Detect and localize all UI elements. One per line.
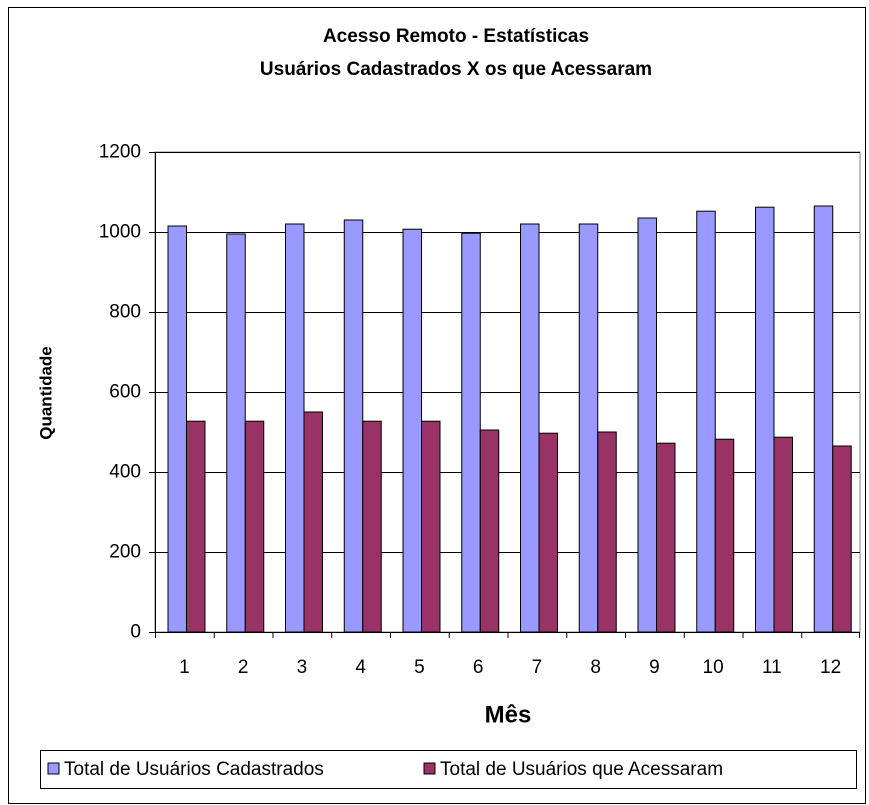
bar (285, 223, 305, 633)
bar (520, 223, 540, 633)
bar (714, 438, 735, 633)
bar (832, 445, 852, 633)
bar (303, 411, 323, 633)
bar (461, 232, 481, 633)
x-tick-label: 12 (820, 657, 841, 678)
y-tick-label: 1000 (99, 222, 141, 243)
bar (343, 219, 364, 633)
y-tick-label: 800 (109, 302, 141, 323)
bar (656, 442, 676, 633)
legend (40, 750, 857, 789)
legend-swatch (423, 762, 436, 775)
bar (226, 233, 246, 633)
bar (773, 436, 793, 633)
legend-label: Total de Usuários Cadastrados (64, 759, 324, 780)
x-tick-label: 3 (297, 657, 308, 678)
bar (813, 205, 834, 633)
bar (402, 228, 422, 633)
bar (479, 429, 500, 633)
bar (186, 420, 206, 633)
bar (362, 420, 382, 633)
legend-label: Total de Usuários que Acessaram (440, 759, 723, 780)
x-tick-label: 10 (703, 657, 724, 678)
x-tick-label: 7 (532, 657, 543, 678)
bar (597, 431, 617, 633)
y-tick-label: 600 (109, 382, 141, 403)
legend-swatch (47, 762, 60, 775)
y-tick-label: 200 (109, 542, 141, 563)
y-axis-label: Quantidade (36, 346, 55, 440)
bar (244, 420, 265, 633)
chart-title: Acesso Remoto - Estatísticas (323, 26, 589, 47)
y-tick-label: 0 (130, 622, 141, 643)
x-tick-label: 6 (473, 657, 484, 678)
x-tick-label: 9 (649, 657, 660, 678)
bar (696, 210, 716, 633)
bar (637, 217, 657, 633)
bar (421, 420, 441, 633)
y-tick-label: 400 (109, 462, 141, 483)
chart-subtitle: Usuários Cadastrados X os que Acessaram (260, 59, 652, 80)
y-tick-label: 1200 (99, 142, 141, 163)
x-tick-label: 5 (414, 657, 425, 678)
x-tick-label: 2 (238, 657, 249, 678)
x-tick-label: 1 (179, 657, 190, 678)
x-axis-label: Mês (485, 701, 532, 728)
x-tick-label: 8 (590, 657, 601, 678)
bar (578, 223, 599, 633)
bar (755, 206, 775, 633)
x-tick-label: 11 (762, 657, 782, 678)
bar (538, 432, 558, 633)
x-tick-label: 4 (355, 657, 366, 678)
bar (167, 225, 187, 633)
